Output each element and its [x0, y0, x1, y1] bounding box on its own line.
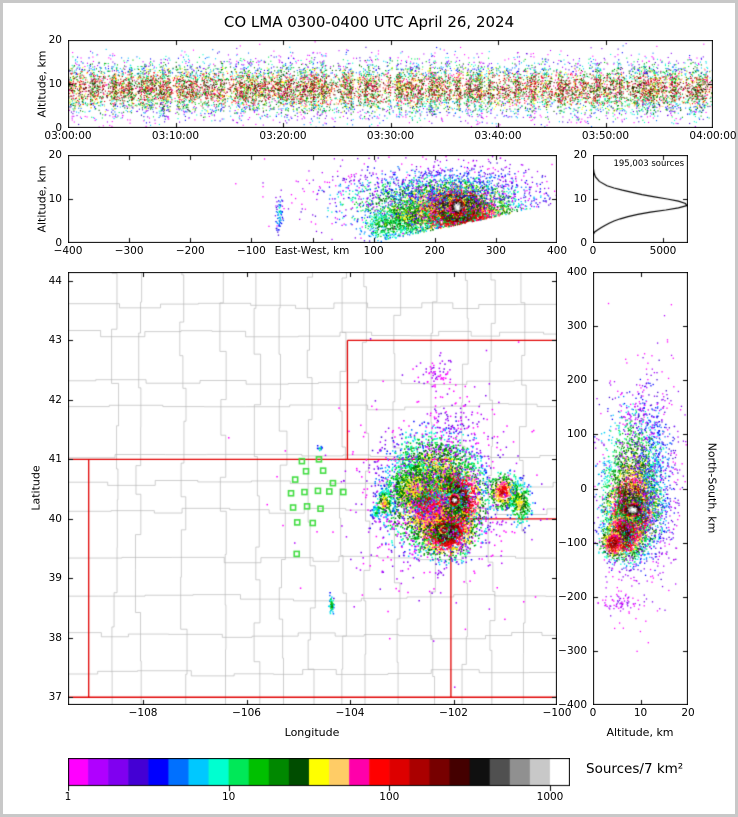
- tick-label: 38: [48, 631, 62, 644]
- tick-label: 10: [633, 707, 648, 719]
- tick-label: 0: [55, 237, 62, 249]
- tick-label: −300: [558, 644, 587, 657]
- tick-label: −200: [558, 590, 587, 603]
- tick-label: −100: [558, 536, 587, 549]
- tick-label: −100: [236, 245, 266, 257]
- tick-label: 400: [566, 266, 587, 278]
- tick-label: −400: [558, 699, 587, 711]
- tick-label: 03:30:00: [366, 130, 415, 142]
- north-south-canvas: [593, 272, 688, 705]
- colorbar-canvas: [68, 758, 570, 794]
- tick-label: 5000: [649, 245, 677, 257]
- tick-label: 20: [48, 149, 62, 161]
- tick-label: 400: [546, 245, 568, 257]
- tick-label: 10: [48, 78, 62, 90]
- north-south-xlabel: Altitude, km: [606, 726, 674, 739]
- colorbar-title: Sources/7 km²: [586, 761, 684, 777]
- east-west-ylabel: Altitude, km: [35, 165, 49, 233]
- east-west-panel: [68, 155, 557, 243]
- tick-label: 100: [566, 428, 587, 441]
- map-xlabel: Longitude: [284, 726, 340, 739]
- tick-label: 0: [55, 122, 62, 134]
- tick-label: 20: [48, 34, 62, 46]
- tick-label: 40: [48, 512, 62, 525]
- east-west-canvas: [68, 155, 557, 243]
- tick-label: 0: [580, 237, 587, 249]
- figure-title: CO LMA 0300-0400 UTC April 26, 2024: [223, 13, 515, 31]
- colorbar: [68, 758, 570, 794]
- time-height-ylabel: Altitude, km: [35, 50, 49, 118]
- tick-label: 03:00:00: [44, 130, 92, 142]
- north-south-panel: [593, 272, 688, 705]
- tick-label: −400: [53, 245, 83, 257]
- tick-label: −102: [439, 707, 468, 719]
- tick-label: 0: [589, 707, 597, 719]
- tick-label: −100: [542, 707, 572, 719]
- tick-label: 39: [48, 572, 62, 585]
- source-count-annotation: 195,003 sources: [613, 159, 684, 169]
- tick-label: 10: [573, 193, 587, 205]
- tick-label: 04:00:00: [689, 130, 737, 142]
- tick-label: 42: [48, 393, 62, 406]
- tick-label: −300: [114, 245, 144, 257]
- east-west-xlabel: East-West, km: [274, 245, 350, 257]
- time-height-canvas: [68, 40, 713, 128]
- tick-label: −106: [232, 707, 261, 719]
- tick-label: 43: [48, 334, 62, 347]
- tick-label: 03:40:00: [474, 130, 522, 142]
- tick-label: 20: [681, 707, 695, 719]
- tick-label: 1: [64, 791, 72, 803]
- tick-label: 41: [48, 453, 62, 466]
- tick-label: 200: [566, 374, 587, 387]
- time-height-panel: [68, 40, 713, 128]
- tick-label: 100: [379, 791, 400, 803]
- tick-label: 10: [48, 193, 62, 205]
- tick-label: 37: [48, 691, 62, 704]
- tick-label: 44: [48, 274, 62, 287]
- plan-view-map-canvas: [68, 272, 557, 705]
- tick-label: 20: [573, 149, 587, 161]
- tick-label: 03:10:00: [151, 130, 200, 142]
- tick-label: −108: [128, 707, 158, 719]
- altitude-histogram-panel: [593, 155, 688, 243]
- north-south-ylabel: North-South, km: [705, 442, 719, 534]
- tick-label: 100: [363, 245, 384, 257]
- plan-view-map-panel: [68, 272, 557, 705]
- map-ylabel: Latitude: [29, 465, 43, 511]
- tick-label: −104: [335, 707, 365, 719]
- tick-label: 03:20:00: [259, 130, 307, 142]
- altitude-histogram-canvas: [593, 155, 688, 243]
- tick-label: 03:50:00: [581, 130, 630, 142]
- tick-label: −200: [175, 245, 205, 257]
- tick-label: 0: [589, 245, 597, 257]
- tick-label: 300: [485, 245, 506, 257]
- tick-label: 10: [221, 791, 236, 803]
- tick-label: 200: [424, 245, 445, 257]
- tick-label: 1000: [536, 791, 564, 803]
- tick-label: 0: [580, 482, 587, 495]
- tick-label: 300: [566, 320, 587, 333]
